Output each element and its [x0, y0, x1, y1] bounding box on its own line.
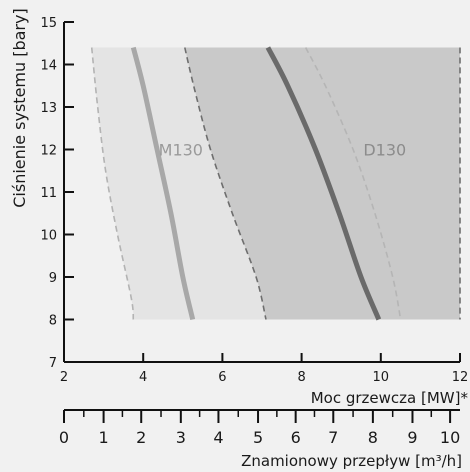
curve-label-d130: D130 [363, 141, 406, 160]
x-tick-label: 4 [139, 370, 147, 385]
region-d130 [184, 47, 461, 320]
series-line-d130 [265, 46, 382, 321]
x-tick-label: 6 [218, 370, 226, 385]
label-layer: M130 D130 [159, 141, 407, 160]
y-tick-label: 13 [40, 101, 57, 116]
x2-tick-label: 6 [291, 428, 301, 447]
y-tick-label: 15 [40, 16, 57, 31]
x2-tick-label: 4 [213, 428, 223, 447]
x2-tick-label: 5 [253, 428, 263, 447]
x-tick-label: 2 [60, 370, 68, 385]
y-tick-label: 11 [40, 186, 57, 201]
region-m130 [91, 47, 266, 320]
boundary-m130-right [184, 47, 267, 320]
x2-tick-label: 9 [407, 428, 417, 447]
boundary-m130-left [90, 47, 135, 320]
series-line-m130 [130, 46, 196, 321]
x2-tick-label: 10 [440, 428, 460, 447]
y-axis-title: Ciśnienie systemu [bary] [10, 8, 29, 207]
x2-tick-label: 0 [59, 428, 69, 447]
x2-tick-label: 8 [368, 428, 378, 447]
x2-tick-label: 7 [328, 428, 338, 447]
x2-tick-label: 1 [99, 428, 109, 447]
y-tick-label: 8 [49, 314, 57, 329]
y-tick-label: 14 [40, 59, 57, 74]
x-tick-label: 8 [297, 370, 305, 385]
y-tick-label: 12 [40, 144, 57, 159]
x2-tick-label: 3 [176, 428, 186, 447]
y-tick-label: 9 [49, 271, 57, 286]
y-tick-label: 7 [49, 356, 57, 371]
x-tick-label: 10 [373, 370, 390, 385]
x2-tick-label: 2 [136, 428, 146, 447]
region-layer [91, 47, 461, 320]
x2-axis-title: Znamionowy przepływ [m³/h] [241, 452, 462, 470]
series-line-dashed-2 [304, 47, 402, 320]
curve-label-m130: M130 [159, 141, 203, 160]
x-axis-title: Moc grzewcza [MW]* [311, 389, 469, 407]
line-layer [90, 46, 461, 321]
x-tick-label: 12 [452, 370, 469, 385]
y-tick-label: 10 [40, 229, 57, 244]
